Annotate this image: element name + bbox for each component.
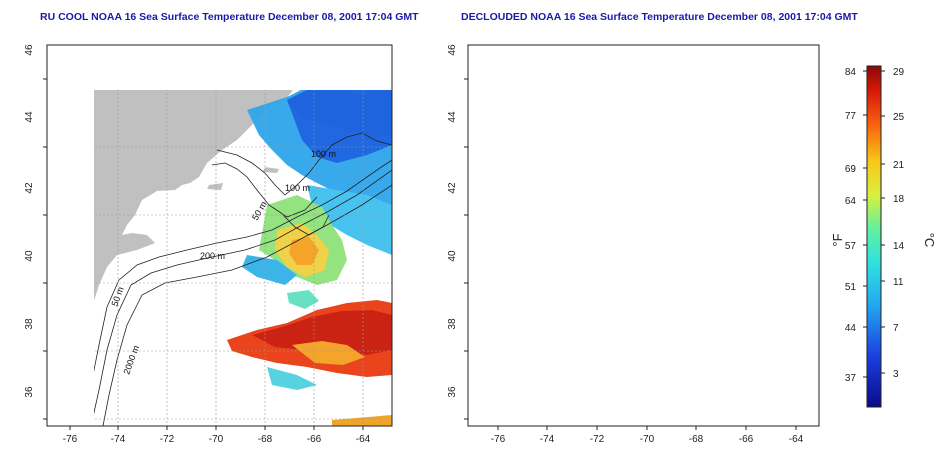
y-tick: 44 [24, 111, 35, 123]
x-tick: -72 [160, 434, 175, 445]
celsius-tick: 18 [893, 194, 905, 205]
left-frame [46, 44, 393, 427]
left-panel-title: RU COOL NOAA 16 Sea Surface Temperature … [40, 11, 419, 23]
right-map-panel: 100 m 100 m 50 m 200 m 50 m 2000 m -76 -… [447, 44, 820, 445]
contour-label-100m-b: 100 m [710, 183, 735, 193]
fahrenheit-tick: 44 [845, 323, 857, 334]
right-tick-marks [464, 78, 797, 430]
right-panel-title: DECLOUDED NOAA 16 Sea Surface Temperatur… [461, 11, 858, 23]
colorbar-unit-fahrenheit: °F [830, 233, 845, 246]
contour-label-50m-b: 50 m [532, 286, 548, 308]
fahrenheit-tick: 51 [845, 282, 857, 293]
celsius-tick: 14 [893, 241, 905, 252]
celsius-tick: 21 [893, 160, 905, 171]
x-tick: -68 [689, 434, 704, 445]
colorbar-fahrenheit-labels: 84 77 69 64 57 51 44 37 [845, 67, 857, 384]
y-tick: 46 [24, 44, 35, 56]
left-tick-marks [43, 78, 364, 430]
y-tick: 38 [24, 318, 35, 330]
y-tick: 36 [447, 386, 458, 398]
left-x-axis: -76 -74 -72 -70 -68 -66 -64 [63, 434, 371, 445]
x-tick: -74 [540, 434, 555, 445]
x-tick: -68 [258, 434, 273, 445]
contour-label-100m: 100 m [736, 149, 761, 159]
fahrenheit-tick: 57 [845, 241, 857, 252]
y-tick: 40 [447, 250, 458, 262]
left-y-axis: 36 38 40 42 44 46 [24, 44, 35, 398]
y-tick: 40 [24, 250, 35, 262]
left-sst-field [227, 90, 392, 426]
x-tick: -72 [590, 434, 605, 445]
y-tick: 42 [24, 182, 35, 194]
x-tick: -70 [640, 434, 655, 445]
celsius-tick: 7 [893, 323, 899, 334]
celsius-tick: 3 [893, 369, 899, 380]
colorbar-unit-celsius: °C [922, 233, 937, 248]
y-tick: 44 [447, 111, 458, 123]
colorbar-celsius-labels: 29 25 21 18 14 11 7 3 [893, 67, 905, 380]
right-water [468, 45, 819, 426]
contour-label-200m: 200 m [200, 251, 225, 261]
contour-label-50m: 50 m [675, 200, 694, 222]
celsius-tick: 25 [893, 112, 905, 123]
colorbar-ticks [863, 70, 885, 378]
colorbar: 84 77 69 64 57 51 44 37 29 25 21 18 14 1… [830, 65, 937, 408]
right-x-axis: -76 -74 -72 -70 -68 -66 -64 [491, 434, 804, 445]
right-y-axis: 36 38 40 42 44 46 [447, 44, 458, 398]
contour-label-100m-b: 100 m [285, 183, 310, 193]
celsius-tick: 29 [893, 67, 905, 78]
y-tick: 38 [447, 318, 458, 330]
right-sst-field [562, 63, 819, 426]
y-tick: 36 [24, 386, 35, 398]
x-tick: -76 [63, 434, 78, 445]
x-tick: -66 [739, 434, 754, 445]
y-tick: 46 [447, 44, 458, 56]
x-tick: -64 [356, 434, 371, 445]
x-tick: -64 [789, 434, 804, 445]
fahrenheit-tick: 77 [845, 111, 857, 122]
right-land [468, 45, 819, 426]
colorbar-gradient [866, 65, 882, 408]
right-frame [467, 44, 820, 427]
x-tick: -70 [209, 434, 224, 445]
left-map-panel: 100 m 100 m 50 m 200 m 50 m 2000 m -76 -… [24, 44, 393, 445]
fahrenheit-tick: 64 [845, 196, 857, 207]
y-tick: 42 [447, 182, 458, 194]
contour-label-200m: 200 m [624, 251, 649, 261]
right-contour-labels: 100 m 100 m 50 m 200 m 50 m 2000 m [532, 149, 762, 376]
fahrenheit-tick: 37 [845, 373, 857, 384]
x-tick: -74 [111, 434, 126, 445]
celsius-tick: 11 [893, 277, 904, 288]
x-tick: -66 [307, 434, 322, 445]
contour-label-2000m: 2000 m [544, 344, 564, 376]
fahrenheit-tick: 69 [845, 164, 857, 175]
x-tick: -76 [491, 434, 506, 445]
contour-label-100m: 100 m [311, 149, 336, 159]
fahrenheit-tick: 84 [845, 67, 857, 78]
